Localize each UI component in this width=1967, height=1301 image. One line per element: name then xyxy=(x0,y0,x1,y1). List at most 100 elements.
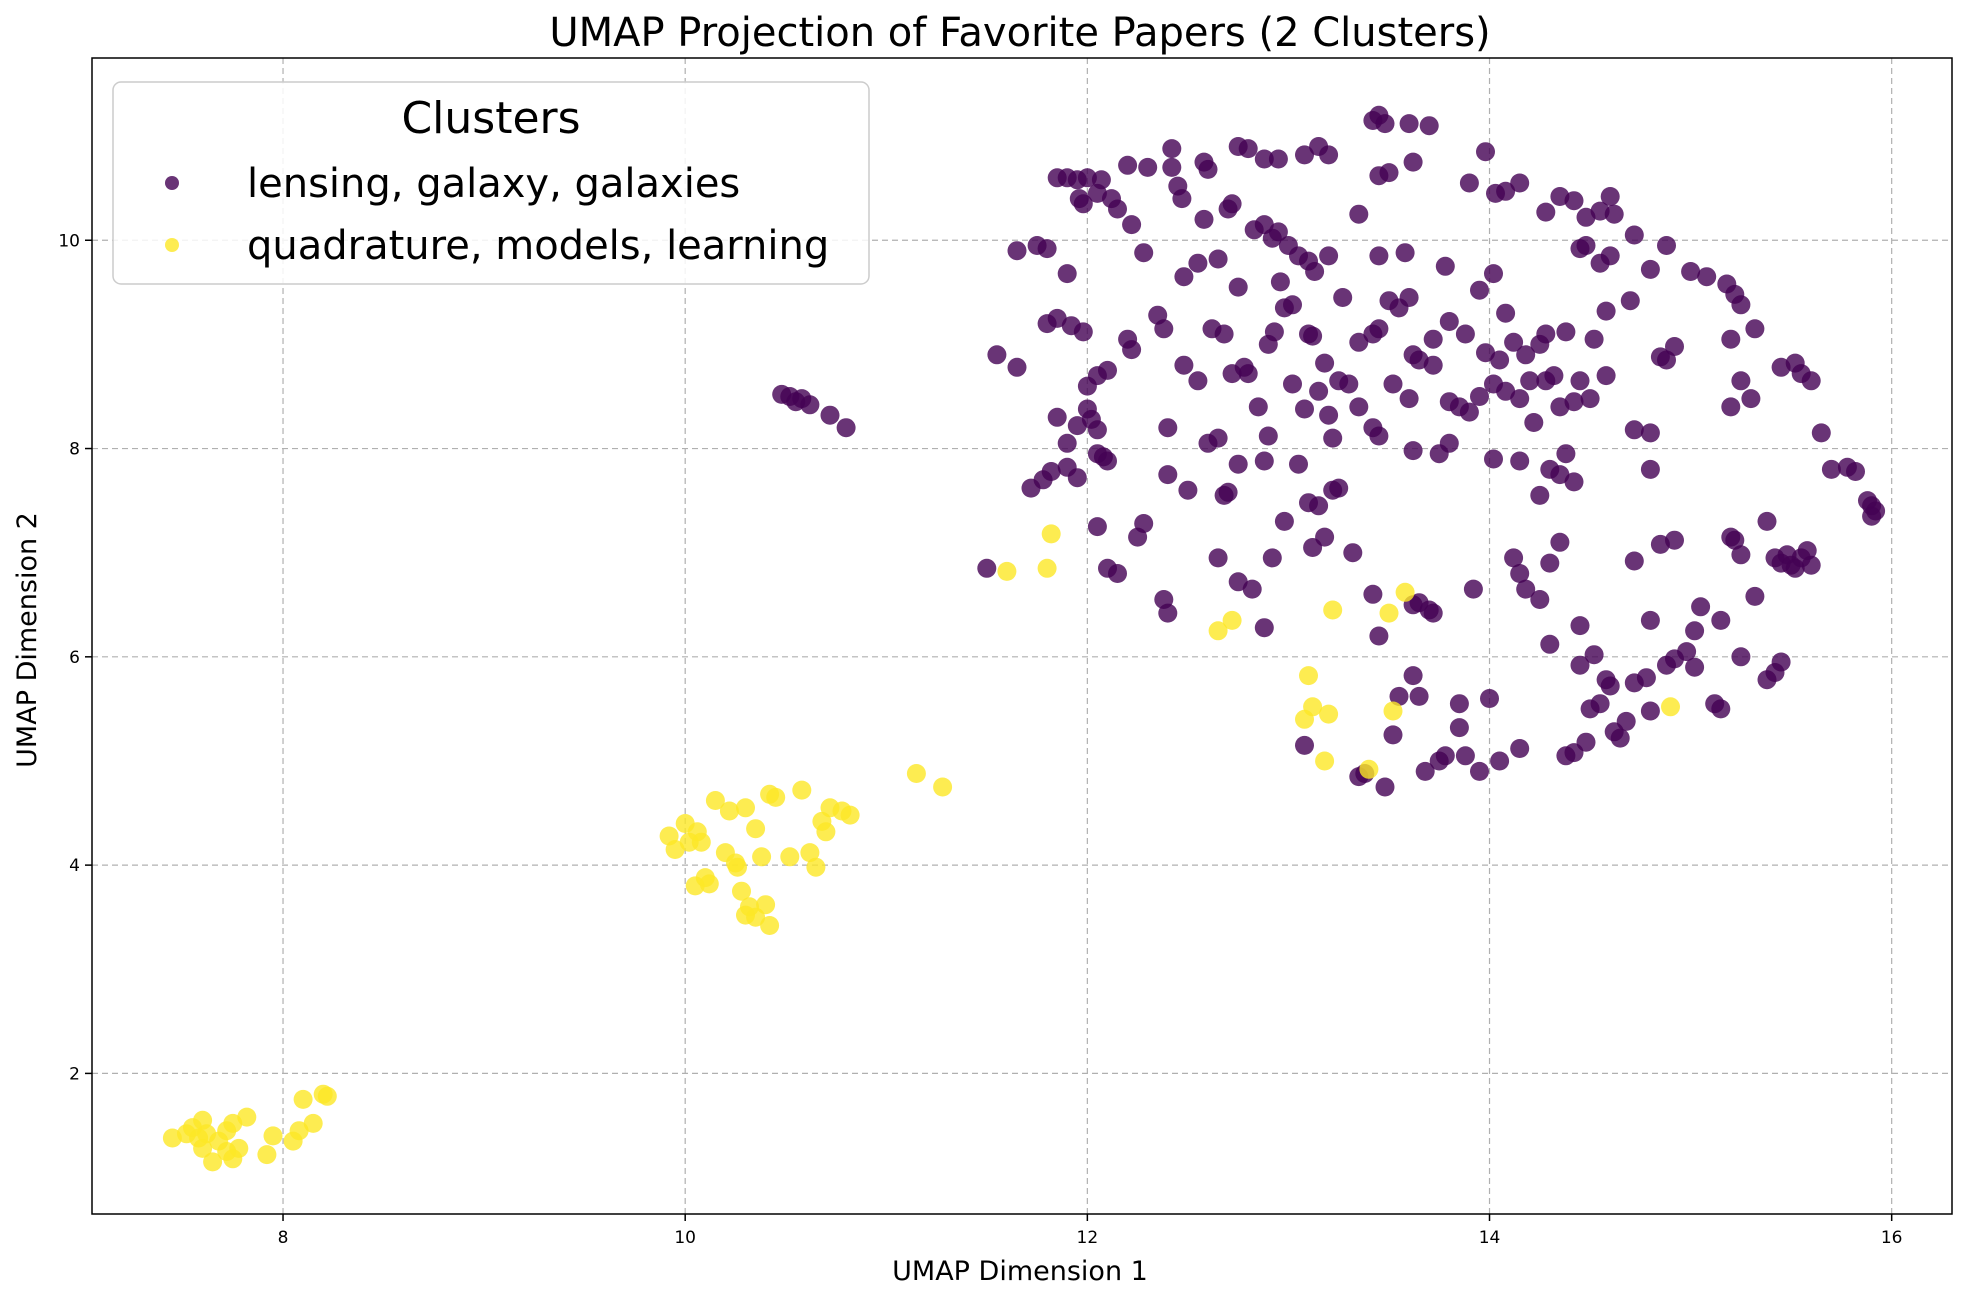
data-point xyxy=(1073,322,1093,342)
y-axis-ticks: 2 4 6 8 10 xyxy=(58,231,92,1084)
data-point xyxy=(1041,524,1061,544)
data-point xyxy=(1480,689,1499,708)
data-point xyxy=(1731,295,1751,315)
data-point xyxy=(1862,506,1882,526)
data-point xyxy=(1134,243,1154,263)
data-point xyxy=(1319,405,1339,425)
data-point xyxy=(1363,584,1383,604)
data-point xyxy=(1399,114,1419,134)
data-point xyxy=(732,881,751,901)
data-point xyxy=(1419,116,1439,136)
data-point xyxy=(1677,642,1697,662)
data-point xyxy=(1198,159,1218,179)
data-point xyxy=(1409,686,1429,706)
data-point xyxy=(1685,657,1705,677)
data-point xyxy=(1295,735,1314,755)
data-point xyxy=(229,1138,249,1158)
data-point xyxy=(257,1145,277,1165)
data-point xyxy=(1238,364,1258,384)
data-point xyxy=(1745,319,1765,339)
data-point xyxy=(1600,246,1620,266)
data-point xyxy=(1208,621,1228,641)
data-point xyxy=(1731,545,1751,565)
data-point xyxy=(1564,191,1584,211)
data-point xyxy=(1369,626,1389,646)
data-point xyxy=(1556,444,1576,464)
data-point xyxy=(1188,371,1208,391)
data-point xyxy=(1242,579,1262,599)
data-point xyxy=(1504,332,1524,352)
data-point xyxy=(1530,590,1550,609)
data-point xyxy=(1536,371,1556,391)
data-point xyxy=(303,1113,323,1133)
data-point xyxy=(1283,374,1302,394)
data-point xyxy=(1757,511,1777,531)
data-point xyxy=(1423,603,1443,623)
data-point xyxy=(1510,389,1530,409)
data-point xyxy=(1399,288,1419,307)
data-point xyxy=(820,405,840,425)
data-point xyxy=(816,822,836,842)
data-point xyxy=(1315,527,1335,547)
data-point xyxy=(1624,420,1644,440)
data-point xyxy=(1158,603,1178,623)
data-point xyxy=(1524,413,1544,432)
data-point xyxy=(1435,746,1455,766)
y-tick-label: 4 xyxy=(69,856,80,876)
data-point xyxy=(1395,243,1415,263)
data-point xyxy=(1455,324,1475,344)
data-point xyxy=(1470,761,1489,781)
data-point xyxy=(1208,428,1228,448)
data-point xyxy=(1476,142,1495,162)
data-point xyxy=(1162,157,1182,177)
data-point xyxy=(1846,462,1865,481)
data-point xyxy=(317,1086,337,1106)
data-point xyxy=(237,1107,257,1127)
data-point xyxy=(1154,319,1174,339)
data-point xyxy=(1122,215,1142,235)
data-point xyxy=(665,840,685,859)
series-lensing xyxy=(772,105,1886,797)
data-point xyxy=(1463,579,1483,599)
data-point xyxy=(1254,618,1274,638)
data-point xyxy=(1741,389,1761,409)
data-point xyxy=(977,558,997,578)
data-point xyxy=(1172,189,1192,209)
data-point xyxy=(1476,343,1495,363)
data-point xyxy=(1576,732,1596,752)
data-point xyxy=(1343,543,1363,563)
data-point xyxy=(1484,264,1503,284)
data-point xyxy=(1369,426,1389,446)
data-point xyxy=(1222,610,1242,630)
data-point xyxy=(1435,256,1455,276)
data-point xyxy=(1811,423,1831,443)
data-point xyxy=(1087,517,1107,537)
data-point xyxy=(1624,551,1644,571)
data-point xyxy=(1711,699,1731,719)
data-point xyxy=(1459,402,1479,422)
data-point xyxy=(1449,718,1469,738)
data-point xyxy=(1415,761,1435,781)
data-point xyxy=(1295,709,1314,729)
data-point xyxy=(1640,610,1660,630)
data-point xyxy=(1510,564,1530,583)
data-point xyxy=(728,857,747,877)
data-point xyxy=(1349,204,1369,224)
data-point xyxy=(1268,222,1288,242)
data-point xyxy=(1309,496,1329,516)
data-point xyxy=(800,843,820,863)
data-point xyxy=(1333,288,1353,307)
y-tick-label: 6 xyxy=(69,648,80,668)
data-point xyxy=(1228,572,1248,592)
data-point xyxy=(906,764,926,783)
data-point xyxy=(792,780,812,800)
data-point xyxy=(1248,397,1268,417)
data-point xyxy=(1329,478,1349,498)
data-point xyxy=(1564,392,1584,412)
data-point xyxy=(1540,553,1560,573)
data-point xyxy=(1073,194,1093,214)
data-point xyxy=(1640,259,1660,279)
data-point xyxy=(1624,225,1644,245)
data-point xyxy=(1218,482,1238,502)
x-axis-ticks: 8 10 12 14 16 xyxy=(278,1214,1902,1248)
